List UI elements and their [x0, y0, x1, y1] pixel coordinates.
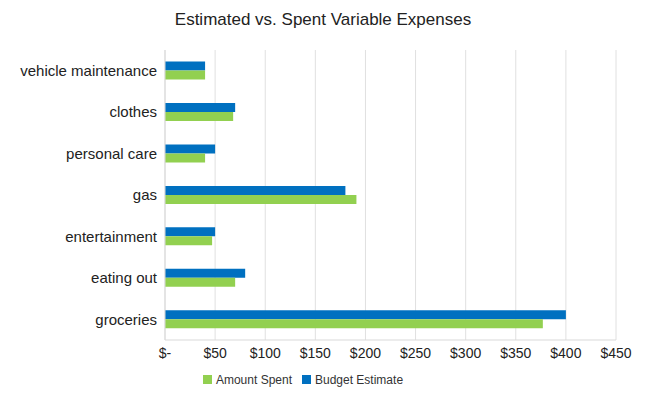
svg-text:$-: $-: [159, 345, 172, 361]
svg-text:$250: $250: [400, 345, 431, 361]
svg-text:$300: $300: [450, 345, 481, 361]
svg-text:$100: $100: [250, 345, 281, 361]
svg-text:$400: $400: [550, 345, 581, 361]
svg-text:entertainment: entertainment: [65, 228, 158, 245]
svg-text:$350: $350: [500, 345, 531, 361]
svg-text:$150: $150: [300, 345, 331, 361]
svg-text:vehicle maintenance: vehicle maintenance: [20, 62, 157, 79]
svg-text:gas: gas: [133, 186, 157, 203]
svg-text:groceries: groceries: [95, 311, 157, 328]
svg-text:personal care: personal care: [66, 145, 157, 162]
html-text:Budget Estimate: Budget Estimate: [315, 373, 404, 387]
html-text:Estimated vs. Spent Variable E: Estimated vs. Spent Variable Expenses: [174, 10, 472, 29]
html-text:Amount Spent: Amount Spent: [215, 373, 292, 387]
svg-text:$50: $50: [203, 345, 227, 361]
svg-text:$200: $200: [350, 345, 381, 361]
svg-text:$450: $450: [600, 345, 631, 361]
svg-text:eating out: eating out: [91, 269, 158, 286]
svg-text:clothes: clothes: [109, 103, 157, 120]
